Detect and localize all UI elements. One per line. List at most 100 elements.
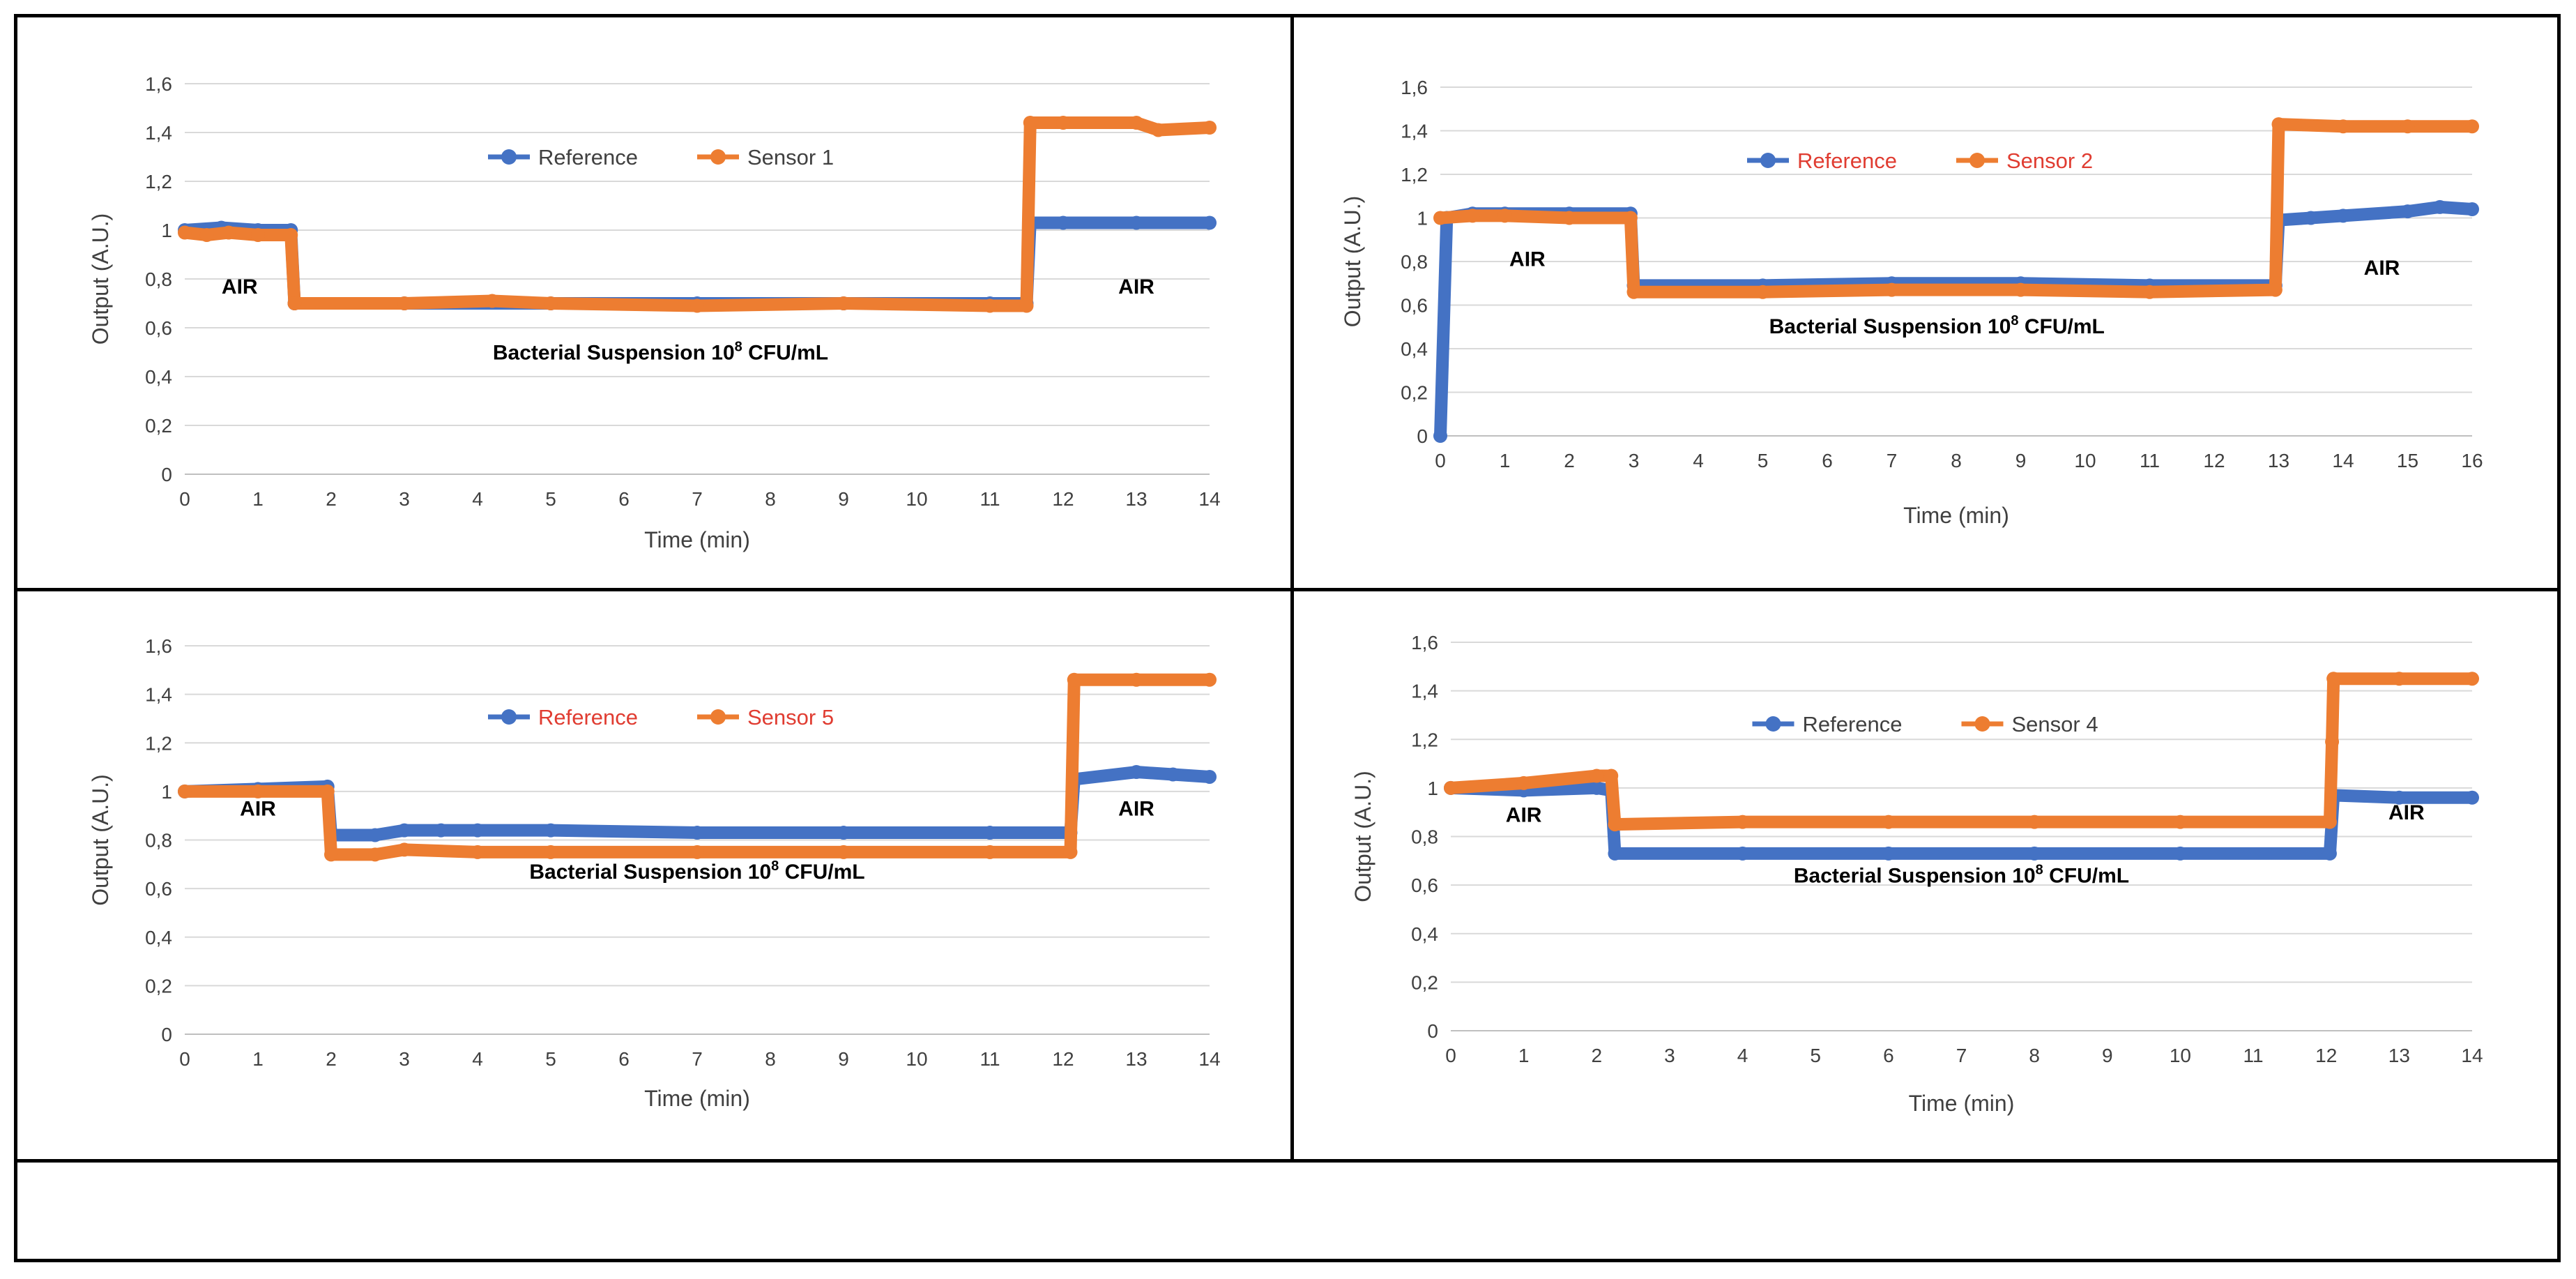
- x-tick-label: 3: [1664, 1045, 1675, 1066]
- data-point: [1755, 285, 1770, 299]
- data-point: [1056, 215, 1070, 230]
- data-point: [471, 845, 485, 859]
- data-point: [2432, 199, 2447, 214]
- chart-annotation: Bacterial Suspension 108 CFU/mL: [529, 858, 864, 884]
- x-tick-label: 7: [692, 1048, 703, 1070]
- y-tick-label: 1: [161, 781, 172, 803]
- data-point: [368, 828, 382, 842]
- x-tick-label: 0: [1445, 1045, 1456, 1066]
- chart-cell-2: 0 0,2 0,4 0,6 0,8 1 1,2 1,4 1,6 0 1 2 3 4 5 6 7 8 9 10 11 12 1…: [1294, 17, 2557, 588]
- x-tick-label: 6: [618, 1048, 630, 1070]
- y-tick-label: 1,2: [1411, 729, 1438, 750]
- data-point: [1056, 116, 1070, 130]
- data-point: [2325, 734, 2340, 749]
- data-point: [1604, 769, 1619, 783]
- x-tick-label: 12: [1052, 488, 1074, 510]
- x-tick-label: 9: [2102, 1045, 2113, 1066]
- data-point: [2268, 282, 2282, 297]
- data-point: [1881, 815, 1896, 829]
- x-axis-label: Time (min): [644, 527, 750, 552]
- x-tick-label: 11: [980, 488, 1000, 510]
- y-axis-label: Output (A.U.): [88, 213, 113, 345]
- data-point: [251, 784, 265, 799]
- x-tick-label: 11: [980, 1048, 1000, 1070]
- chart-annotation: AIR: [2364, 257, 2400, 280]
- data-point: [1516, 775, 1531, 790]
- data-point: [2392, 672, 2407, 686]
- data-point: [2013, 282, 2028, 297]
- y-tick-label: 0,2: [145, 415, 172, 437]
- x-tick-label: 3: [399, 1048, 410, 1070]
- legend-entry: Sensor 1: [747, 145, 834, 169]
- data-point: [2271, 117, 2286, 132]
- data-point: [1203, 121, 1217, 135]
- chart-annotation: AIR: [1509, 248, 1546, 271]
- data-point: [397, 296, 411, 310]
- data-point: [397, 842, 411, 857]
- data-point: [1063, 845, 1078, 859]
- x-tick-label: 5: [545, 1048, 556, 1070]
- x-tick-label: 0: [179, 1048, 190, 1070]
- legend-marker-dot: [501, 149, 517, 165]
- x-tick-label: 13: [1125, 488, 1147, 510]
- data-point: [434, 823, 448, 838]
- x-tick-label: 2: [1591, 1045, 1602, 1066]
- x-tick-label: 10: [2074, 450, 2096, 471]
- data-point: [251, 228, 265, 242]
- data-point: [1067, 672, 1081, 687]
- y-tick-label: 1,2: [1401, 164, 1428, 186]
- x-tick-label: 14: [1198, 1048, 1220, 1070]
- data-point: [1019, 298, 1034, 313]
- x-tick-label: 12: [2203, 450, 2225, 471]
- x-tick-label: 3: [399, 488, 410, 510]
- data-point: [1203, 672, 1217, 687]
- y-tick-label: 0,2: [145, 975, 172, 997]
- x-tick-label: 5: [1758, 450, 1769, 471]
- x-tick-label: 2: [326, 488, 337, 510]
- chart-annotation: Bacterial Suspension 108 CFU/mL: [493, 340, 828, 365]
- x-tick-label: 1: [1500, 450, 1511, 471]
- y-tick-label: 1,4: [145, 684, 172, 706]
- data-point: [1444, 780, 1458, 795]
- legend-entry: Sensor 2: [2006, 149, 2093, 173]
- chart-3: 00,20,40,60,811,21,41,60 1 2 3 4 5 6 7 8 9 10 11 12 1…: [88, 635, 1221, 1111]
- data-point: [320, 784, 335, 799]
- data-point: [1433, 429, 1447, 443]
- data-point: [1590, 780, 1604, 795]
- legend-entry: Reference: [1797, 149, 1897, 173]
- data-point: [544, 845, 558, 859]
- y-tick-label: 0: [1427, 1020, 1438, 1042]
- x-tick-label: 3: [1629, 450, 1640, 471]
- y-tick-label: 1,4: [145, 122, 172, 144]
- data-point: [324, 847, 338, 862]
- x-tick-label: 6: [1883, 1045, 1894, 1066]
- legend-entry: Reference: [538, 145, 638, 169]
- data-point: [397, 823, 411, 838]
- data-point: [837, 845, 851, 859]
- legend-marker-dot: [1765, 716, 1781, 732]
- x-tick-label: 7: [1887, 450, 1898, 471]
- y-tick-label: 1,2: [145, 171, 172, 192]
- data-point: [1562, 211, 1576, 225]
- x-tick-label: 12: [1052, 1048, 1074, 1070]
- chart-cell-4: 0 0,2 0,4 0,6 0,8 1 1,2 1,4 1,6 0 1 2 3 4 5 6 7 8 9 10 11 12 1…: [1294, 591, 2557, 1159]
- y-tick-label: 0,4: [1411, 923, 1438, 945]
- data-point: [2400, 204, 2415, 219]
- chart-cell-3: 0 0,2 0,4 0,6 0,8 1 1,2 1,4 1,6 0 1 2 3 4 5 6 7 8 9 10 11 12 1…: [17, 591, 1290, 1159]
- data-point: [690, 298, 704, 313]
- x-tick-label: 8: [765, 1048, 776, 1070]
- data-point: [1129, 116, 1143, 130]
- x-tick-label: 8: [2029, 1045, 2040, 1066]
- legend-entry: Sensor 5: [747, 705, 834, 729]
- data-point: [222, 225, 236, 240]
- y-tick-label: 0,8: [145, 268, 172, 290]
- x-axis-label: Time (min): [1909, 1091, 2015, 1116]
- data-point: [1608, 817, 1622, 832]
- x-tick-label: 6: [1822, 450, 1833, 471]
- data-point: [544, 823, 558, 838]
- data-point: [1166, 767, 1180, 782]
- x-tick-label: 8: [765, 488, 776, 510]
- data-point: [2326, 672, 2341, 686]
- data-point: [2142, 285, 2157, 299]
- data-point: [1151, 123, 1166, 137]
